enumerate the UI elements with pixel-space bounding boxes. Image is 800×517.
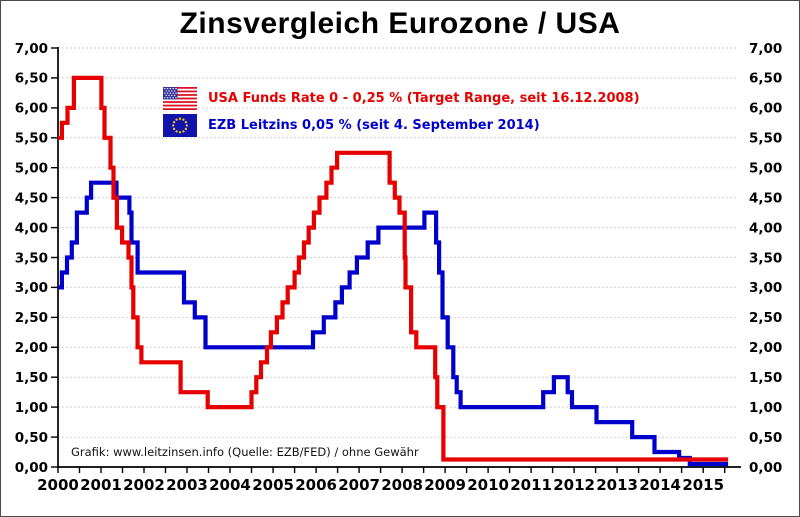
y-axis-label-right: 3,00 xyxy=(749,280,782,296)
x-axis-label: 2003 xyxy=(166,476,208,494)
y-axis-label-right: 1,00 xyxy=(749,400,782,416)
y-axis-label-right: 5,50 xyxy=(749,131,782,147)
y-axis-label-left: 3,00 xyxy=(15,280,48,296)
y-axis-label-right: 1,50 xyxy=(749,370,782,386)
y-axis-label-left: 5,50 xyxy=(15,131,48,147)
y-axis-label-right: 0,00 xyxy=(749,460,782,476)
legend-item-ezb: EZB Leitzins 0,05 % (seit 4. September 2… xyxy=(163,114,540,137)
page-title: Zinsvergleich Eurozone / USA xyxy=(179,7,621,40)
x-axis-label: 2002 xyxy=(123,476,165,494)
x-axis-label: 2004 xyxy=(209,476,251,494)
y-axis-label-left: 2,50 xyxy=(15,310,48,326)
x-axis-label: 2012 xyxy=(553,476,595,494)
y-axis-label-left: 0,50 xyxy=(15,430,48,446)
y-axis-label-right: 7,00 xyxy=(749,41,782,57)
y-axis-label-left: 1,00 xyxy=(15,400,48,416)
y-axis-label-left: 5,00 xyxy=(15,161,48,177)
legend-label-usa: USA Funds Rate 0 - 0,25 % (Target Range,… xyxy=(208,91,640,106)
series-line-ezb-leitzins xyxy=(58,180,729,467)
x-axis-label: 2008 xyxy=(381,476,423,494)
y-axis-label-right: 5,00 xyxy=(749,161,782,177)
x-axis-label: 2001 xyxy=(80,476,122,494)
x-axis-label: 2007 xyxy=(338,476,380,494)
y-axis-label-right: 6,00 xyxy=(749,101,782,117)
x-axis-label: 2014 xyxy=(639,476,681,494)
y-axis-label-left: 4,50 xyxy=(15,190,48,206)
x-axis-label: 2010 xyxy=(467,476,509,494)
y-axis-label-right: 4,50 xyxy=(749,190,782,206)
y-axis-label-right: 6,50 xyxy=(749,71,782,87)
x-axis-label: 2006 xyxy=(295,476,337,494)
y-axis-label-left: 6,00 xyxy=(15,101,48,117)
y-axis-label-right: 2,50 xyxy=(749,310,782,326)
legend-item-usa: USA Funds Rate 0 - 0,25 % (Target Range,… xyxy=(163,87,640,110)
x-axis-label: 2013 xyxy=(596,476,638,494)
series-line-usa-funds-rate xyxy=(58,75,729,462)
y-axis-label-left: 0,00 xyxy=(15,460,48,476)
y-axis-label-left: 6,50 xyxy=(15,71,48,87)
y-axis-label-left: 3,50 xyxy=(15,250,48,266)
source-credit: Grafik: www.leitzinsen.info (Quelle: EZB… xyxy=(71,445,419,459)
x-axis-label: 2015 xyxy=(682,476,724,494)
y-axis-label-right: 2,00 xyxy=(749,340,782,356)
y-axis-label-left: 7,00 xyxy=(15,41,48,57)
y-axis-label-right: 0,50 xyxy=(749,430,782,446)
y-axis-label-left: 2,00 xyxy=(15,340,48,356)
legend-label-ezb: EZB Leitzins 0,05 % (seit 4. September 2… xyxy=(208,118,540,133)
x-axis-label: 2005 xyxy=(252,476,294,494)
usa-flag-icon xyxy=(163,87,197,110)
y-axis-label-right: 3,50 xyxy=(749,250,782,266)
y-axis-label-left: 1,50 xyxy=(15,370,48,386)
y-axis-label-left: 4,00 xyxy=(15,220,48,236)
x-axis-label: 2009 xyxy=(424,476,466,494)
eu-flag-icon xyxy=(163,114,197,137)
x-axis-label: 2000 xyxy=(37,476,79,494)
y-axis-label-right: 4,00 xyxy=(749,220,782,236)
x-axis-label: 2011 xyxy=(510,476,552,494)
